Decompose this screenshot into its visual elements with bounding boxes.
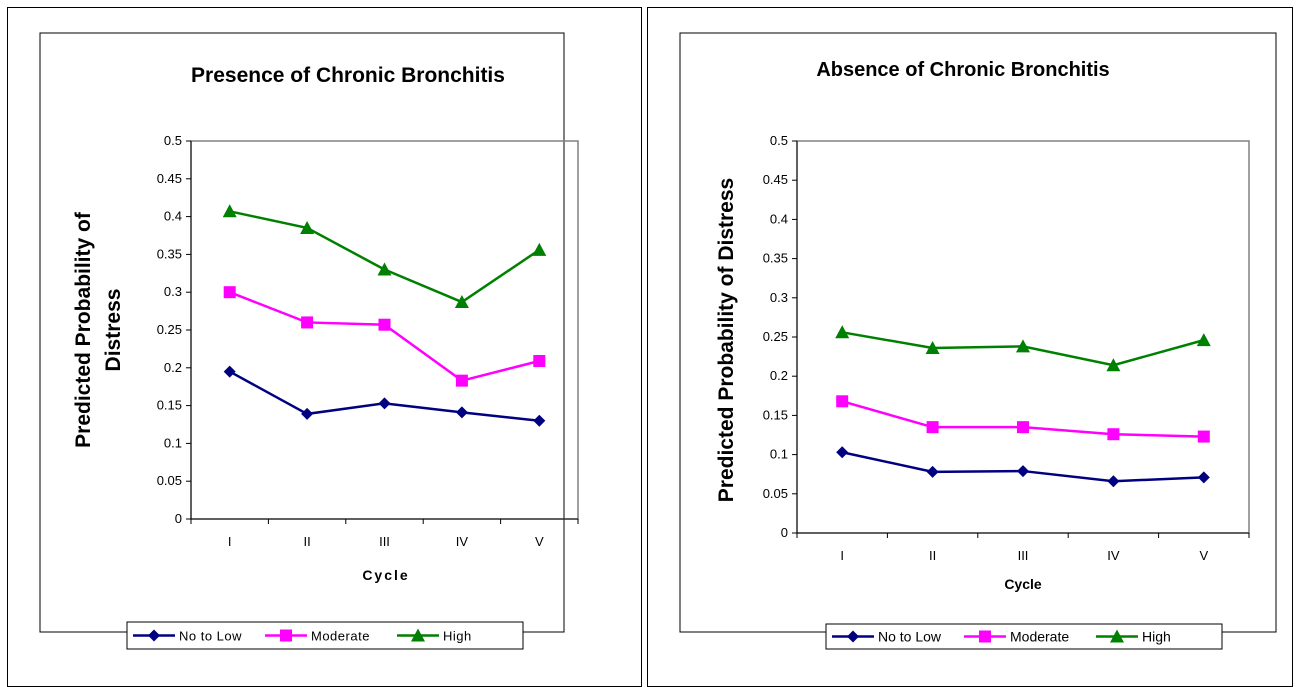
legend-label-0: No to Low [878,629,942,645]
y-tick-label: 0.1 [164,435,182,450]
legend-marker-0 [847,630,859,643]
chart-1: Absence of Chronic Bronchitis 0 0.05 0.1 0.1… [679,32,1277,650]
data-point-1-3 [455,374,468,387]
legend-box [825,623,1223,650]
y-tick-label: 0.2 [770,368,788,383]
x-tick-label: V [1199,548,1208,563]
data-point-0-0 [836,446,849,459]
x-tick-label: II [929,548,936,563]
x-axis-label: Cycle [1004,576,1042,592]
data-point-2-0 [222,204,237,218]
y-axis-label: Distress [102,289,125,372]
legend-marker-0 [148,629,160,642]
legend-marker-1 [280,629,292,642]
data-point-2-3 [454,295,469,309]
data-point-1-1 [301,316,314,329]
data-point-1-0 [223,286,236,299]
legend-label-1: Moderate [311,629,370,644]
y-tick-label: 0 [781,525,788,540]
y-tick-label: 0.35 [157,246,182,261]
data-point-2-4 [1196,333,1211,347]
y-tick-label: 0.5 [164,133,182,148]
data-point-1-4 [533,354,546,367]
y-tick-label: 0.25 [763,329,788,344]
y-tick-label: 0.05 [763,486,788,501]
legend-box [126,621,524,650]
data-point-0-4 [533,414,546,427]
x-tick-label: IV [456,534,469,549]
data-point-0-3 [1107,475,1120,488]
data-point-0-3 [455,406,468,419]
data-point-0-1 [301,407,314,420]
data-point-0-2 [1017,465,1029,478]
data-point-2-4 [532,242,547,256]
data-point-1-0 [836,395,849,408]
y-tick-label: 0.35 [763,251,788,266]
legend-label-2: High [1142,629,1171,645]
chart-frame [39,32,565,633]
y-axis-label: Predicted Probability of [72,211,95,448]
y-tick-label: 0.45 [763,172,788,187]
y-tick-label: 0.3 [770,290,788,305]
legend-label-0: No to Low [179,629,242,644]
x-tick-label: II [303,534,310,549]
chart-frame [679,32,1277,633]
data-point-2-3 [1106,358,1121,372]
x-tick-label: III [1018,548,1029,563]
data-point-1-4 [1197,430,1210,443]
x-tick-label: I [228,534,232,549]
data-point-1-2 [378,318,391,331]
x-tick-label: V [535,534,544,549]
data-point-1-3 [1107,428,1120,441]
data-point-0-4 [1197,471,1210,484]
y-tick-label: 0 [175,511,182,526]
data-point-1-2 [1017,421,1029,434]
y-tick-label: 0.4 [164,209,182,224]
data-point-0-1 [926,465,939,478]
data-point-2-1 [925,340,940,354]
x-tick-label: III [379,534,390,549]
legend-marker-2 [411,628,425,642]
y-tick-label: 0.5 [770,133,788,148]
data-point-2-2 [1016,339,1030,353]
y-tick-label: 0.2 [164,360,182,375]
chart-title: Absence of Chronic Bronchitis [816,59,1109,81]
y-axis-label: Predicted Probability of Distress [715,178,738,502]
data-point-2-0 [835,325,850,339]
legend-marker-1 [979,630,991,643]
legend-label-1: Moderate [1010,629,1069,645]
y-tick-label: 0.3 [164,284,182,299]
y-tick-label: 0.05 [157,473,182,488]
x-tick-label: IV [1107,548,1120,563]
data-point-0-2 [378,397,391,410]
chart-title: Presence of Chronic Bronchitis [191,64,505,87]
y-tick-label: 0.45 [157,171,182,186]
y-tick-label: 0.25 [157,322,182,337]
data-point-0-0 [223,365,236,378]
y-tick-label: 0.1 [770,447,788,462]
data-point-2-1 [300,220,315,234]
x-axis-label: Cycle [362,567,409,583]
y-tick-label: 0.15 [763,407,788,422]
y-tick-label: 0.4 [770,211,788,226]
legend-marker-2 [1110,629,1124,643]
y-tick-label: 0.15 [157,398,182,413]
chart-0: Presence of Chronic Bronchitis 0 0.05 0.1 0.… [39,32,579,650]
legend-label-2: High [443,629,472,644]
x-tick-label: I [840,548,844,563]
data-point-2-2 [377,262,392,276]
data-point-1-1 [926,421,939,434]
